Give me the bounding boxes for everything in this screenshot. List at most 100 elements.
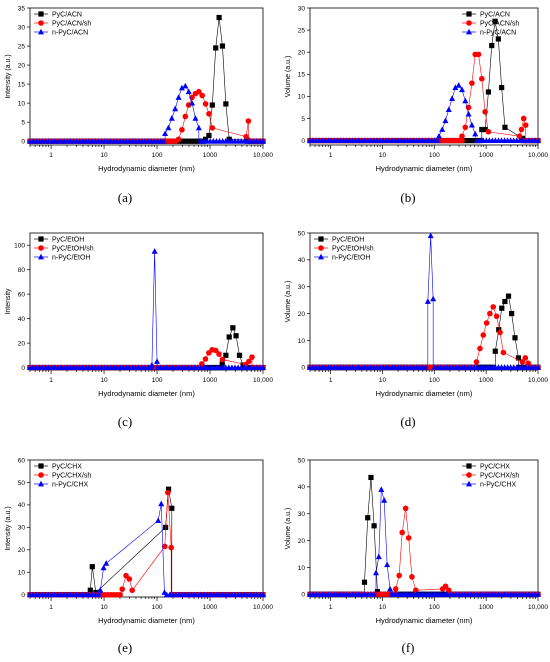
data-point <box>361 579 368 585</box>
y-tick-label: 30 <box>298 511 306 518</box>
y-axis-label: Volume (a.u.) <box>285 56 292 98</box>
x-axis: 1 10 100 1000 10,000 Hydrodynamic diameter (n… <box>29 145 273 173</box>
x-tick-label: 10,000 <box>253 377 273 384</box>
data-point <box>202 136 209 142</box>
y-tick-label: 20 <box>298 49 306 56</box>
series-group <box>27 486 266 598</box>
legend-label: PyC/EtOH <box>52 237 84 244</box>
data-point <box>154 358 161 364</box>
panel-label-c: (c) <box>117 414 133 429</box>
data-point <box>480 332 487 338</box>
legend-label: PyC/CHX/sh <box>52 473 91 480</box>
y-tick-label: 15 <box>18 81 26 88</box>
data-point <box>378 486 385 492</box>
data-point <box>87 587 93 593</box>
data-point <box>445 106 452 113</box>
data-series <box>307 232 541 370</box>
series-group <box>27 248 266 371</box>
data-point <box>381 497 388 503</box>
y-tick-label: 10 <box>18 570 26 577</box>
data-point <box>387 585 394 592</box>
legend-marker <box>466 11 472 17</box>
y-axis: 0 10 20 30 40 50 60 Intensity (a.u.) <box>5 457 30 599</box>
legend-label: PyC/EtOH <box>332 237 364 244</box>
data-point <box>492 18 498 24</box>
y-tick-label: 25 <box>18 43 26 50</box>
series-line <box>30 85 263 142</box>
legend-label: n-PyC/ACN <box>480 30 516 37</box>
y-axis: 0 5 10 15 20 25 30 35 Intensity (a.u.) <box>5 5 30 145</box>
y-tick-label: 50 <box>298 457 306 464</box>
baseline-point <box>160 137 167 144</box>
data-point <box>442 583 449 590</box>
data-point <box>372 569 379 576</box>
x-tick-label: 10 <box>100 152 108 159</box>
series-line <box>30 503 263 596</box>
data-point <box>212 347 219 354</box>
series-line <box>310 477 538 595</box>
data-point <box>185 88 192 95</box>
data-point <box>223 101 229 107</box>
x-axis-label: Hydrodynamic diameter (nm) <box>98 616 195 625</box>
data-point <box>100 564 107 571</box>
legend-label: PyC/ACN <box>52 12 82 19</box>
y-tick-label: 10 <box>298 94 306 101</box>
data-point <box>151 248 158 254</box>
x-tick-label: 100 <box>152 604 163 611</box>
x-tick-label: 1 <box>329 377 333 384</box>
data-point <box>233 333 239 339</box>
y-tick-label: 30 <box>298 284 306 291</box>
legend: PyC/ACN PyC/ACN/sh n-PyC/ACN <box>462 11 519 37</box>
y-axis-label: Intensity (a.u.) <box>5 506 12 550</box>
x-tick-label: 1000 <box>203 377 218 384</box>
y-tick-label: 0 <box>21 592 25 599</box>
baseline-point <box>182 138 188 144</box>
data-point <box>430 295 437 302</box>
baseline-point <box>260 364 266 370</box>
x-tick-label: 1 <box>329 152 333 159</box>
data-point <box>243 133 249 140</box>
legend-label: PyC/CHX/sh <box>480 473 519 480</box>
legend-label: n-PyC/CHX <box>52 482 89 489</box>
data-series <box>307 82 541 143</box>
y-tick-label: 20 <box>298 538 306 545</box>
data-point <box>158 500 165 507</box>
data-point <box>126 576 133 582</box>
data-point <box>148 361 155 368</box>
data-point <box>119 586 126 592</box>
legend-label: PyC/CHX <box>52 464 82 471</box>
y-tick-label: 40 <box>298 484 306 491</box>
legend-marker <box>466 472 472 478</box>
data-point <box>509 310 515 317</box>
x-tick-label: 10,000 <box>253 152 273 159</box>
x-tick-label: 10 <box>100 604 108 611</box>
baseline-point <box>422 364 429 370</box>
legend-marker <box>466 28 472 35</box>
legend: PyC/CHX PyC/CHX/sh n-PyC/CHX <box>34 463 91 489</box>
y-axis: 0 10 20 30 40 50 Volume (a.u.) <box>285 230 310 372</box>
data-point <box>189 99 196 106</box>
legend-marker <box>38 236 44 242</box>
data-point <box>487 310 493 317</box>
x-tick-label: 1 <box>49 604 53 611</box>
data-point <box>502 298 508 305</box>
data-point <box>469 80 475 86</box>
data-point <box>196 88 202 95</box>
data-point <box>522 355 529 361</box>
data-point <box>168 115 175 121</box>
legend-label: PyC/EtOH/sh <box>332 246 374 253</box>
y-tick-label: 5 <box>301 116 305 123</box>
y-axis-label: Intensity <box>5 288 12 315</box>
baseline-point <box>434 137 441 143</box>
x-tick-label: 100 <box>429 377 440 384</box>
x-tick-label: 1000 <box>479 377 494 384</box>
legend-marker <box>38 480 44 487</box>
data-point <box>515 355 522 361</box>
data-point <box>206 110 212 117</box>
data-point <box>499 305 505 311</box>
legend-marker <box>38 472 44 478</box>
